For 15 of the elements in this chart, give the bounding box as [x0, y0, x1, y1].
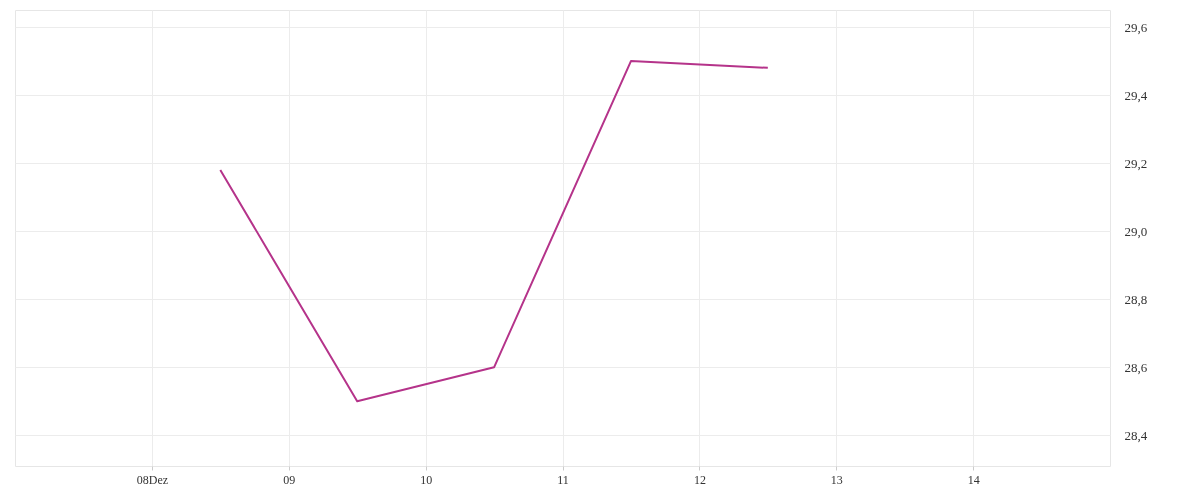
- x-tick-label: 12: [693, 472, 706, 487]
- x-tick-label: 08Dez: [136, 472, 169, 487]
- y-tick-label: 29,6: [1124, 19, 1148, 35]
- line-series: [219, 60, 769, 403]
- x-tick-label: 13: [830, 472, 843, 487]
- y-tick-label: 29,2: [1124, 155, 1148, 171]
- y-tick-label: 28,8: [1124, 291, 1148, 307]
- x-tick-label: 14: [967, 472, 980, 487]
- y-tick-label: 29,0: [1124, 223, 1148, 239]
- y-tick-label: 28,6: [1124, 359, 1148, 375]
- x-tick-label: 10: [420, 472, 433, 487]
- x-tick-label: 09: [283, 472, 296, 487]
- y-tick-label: 29,4: [1124, 87, 1148, 103]
- x-tick-label: 11: [557, 472, 569, 487]
- y-tick-label: 28,4: [1124, 427, 1148, 443]
